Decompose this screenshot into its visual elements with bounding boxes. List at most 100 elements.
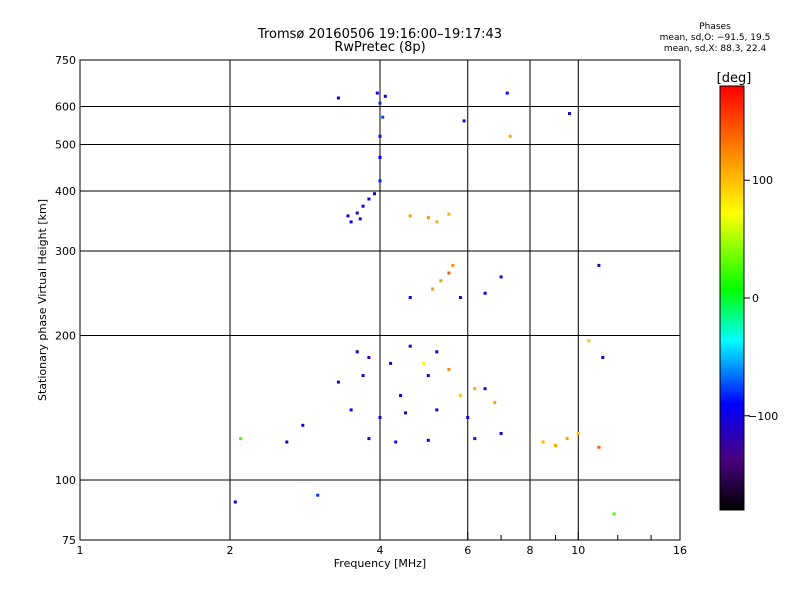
data-point — [565, 437, 569, 441]
data-point — [378, 101, 382, 105]
colorbar-gradient — [719, 85, 745, 511]
colorbar-tick-label: 100 — [752, 174, 773, 187]
data-point — [375, 91, 379, 95]
data-point — [378, 416, 382, 419]
data-point — [458, 296, 462, 299]
x-tick-label: 6 — [464, 544, 471, 557]
phase-stats-legend: Phases mean, sd,O: −91.5, 19.5 mean, sd,… — [640, 22, 790, 55]
data-point — [597, 445, 601, 449]
data-points — [233, 91, 616, 516]
data-point — [601, 356, 605, 359]
data-point — [383, 94, 387, 98]
data-point — [435, 350, 439, 354]
data-point — [597, 263, 601, 267]
data-point — [466, 416, 470, 419]
data-point — [408, 214, 412, 218]
data-point — [473, 387, 477, 391]
colorbar: [deg] 100 0 −100 — [717, 71, 778, 511]
data-point — [435, 408, 439, 412]
phase-stats-x: mean, sd,X: 88.3, 22.4 — [663, 44, 767, 54]
data-point — [361, 204, 365, 208]
data-point — [451, 263, 455, 267]
data-point — [426, 438, 430, 442]
data-point — [349, 220, 353, 224]
x-tick-label: 16 — [673, 544, 687, 557]
data-point — [285, 440, 289, 444]
y-tick-label: 500 — [55, 139, 76, 152]
y-axis-label: Stationary phase Virtual Height [km] — [36, 199, 49, 401]
x-tick-label: 8 — [527, 544, 534, 557]
chart-subtitle: RwPretec (8p) — [334, 40, 426, 55]
data-point — [541, 440, 545, 444]
data-point — [408, 344, 412, 348]
data-point — [316, 493, 320, 497]
data-point — [361, 374, 365, 378]
data-point — [394, 440, 398, 444]
data-point — [367, 356, 371, 359]
data-point — [576, 432, 580, 435]
data-point — [612, 512, 616, 516]
data-point — [508, 134, 512, 138]
data-point — [378, 155, 382, 159]
phase-stats-o: mean, sd,O: −91.5, 19.5 — [659, 33, 771, 43]
data-point — [426, 216, 430, 220]
data-point — [568, 112, 571, 116]
data-point — [381, 115, 385, 119]
data-point — [355, 350, 359, 354]
data-point — [458, 394, 462, 397]
data-point — [499, 432, 503, 435]
data-point — [404, 411, 407, 415]
data-point — [426, 374, 430, 378]
data-point — [346, 214, 350, 218]
data-point — [493, 401, 497, 405]
data-point — [505, 91, 509, 95]
data-point — [483, 387, 487, 391]
y-tick-label: 75 — [62, 534, 76, 547]
data-point — [233, 500, 237, 504]
x-tick-label: 1 — [77, 544, 84, 557]
data-point — [447, 271, 451, 275]
x-tick-label: 2 — [227, 544, 234, 557]
data-point — [499, 275, 503, 279]
data-point — [447, 212, 451, 216]
axis-ticks: 1 2 4 6 8 10 16 75 100 200 300 400 500 600 750 — [55, 54, 687, 557]
data-point — [587, 339, 591, 343]
data-point — [336, 380, 340, 384]
y-tick-label: 750 — [55, 54, 76, 67]
grid-lines — [80, 60, 680, 540]
data-point — [367, 197, 371, 201]
y-tick-label: 400 — [55, 185, 76, 198]
data-point — [378, 179, 382, 183]
y-tick-label: 600 — [55, 101, 76, 114]
x-tick-label: 4 — [377, 544, 384, 557]
data-point — [239, 437, 243, 441]
data-point — [367, 437, 371, 441]
data-point — [435, 220, 439, 224]
data-point — [431, 287, 435, 291]
data-point — [349, 408, 353, 412]
data-point — [422, 361, 426, 365]
data-point — [389, 361, 393, 365]
data-point — [358, 217, 362, 221]
data-point — [473, 437, 477, 441]
y-tick-label: 200 — [55, 330, 76, 343]
data-point — [483, 291, 487, 295]
data-point — [408, 296, 412, 299]
y-tick-label: 100 — [55, 474, 76, 487]
data-point — [301, 423, 305, 427]
data-point — [554, 444, 557, 447]
chart-title: Tromsø 20160506 19:16:00–19:17:43 — [257, 27, 503, 42]
colorbar-tick-label: 0 — [752, 292, 759, 305]
data-point — [355, 211, 359, 215]
colorbar-label: [deg] — [717, 71, 752, 86]
data-point — [336, 96, 340, 100]
data-point — [373, 192, 376, 196]
data-point — [439, 279, 443, 283]
y-tick-label: 300 — [55, 245, 76, 258]
data-point — [447, 367, 451, 371]
phase-stats-title: Phases — [699, 22, 731, 32]
data-point — [399, 394, 403, 397]
x-tick-label: 10 — [571, 544, 585, 557]
colorbar-tick-label: −100 — [748, 410, 778, 423]
